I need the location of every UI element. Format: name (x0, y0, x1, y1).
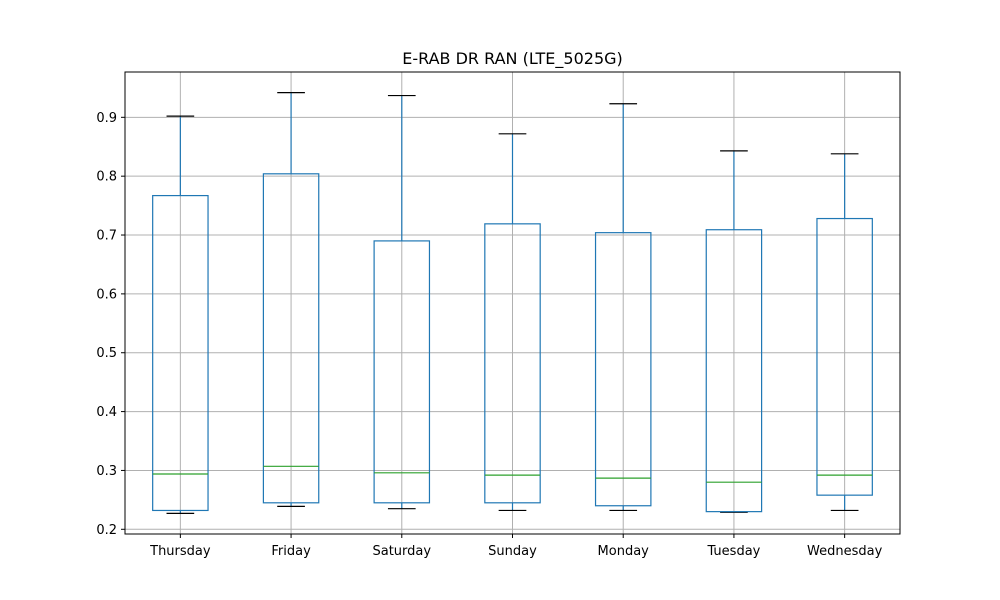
iqr-box (152, 194, 209, 512)
box-tuesday (705, 150, 763, 513)
x-tick-label: Sunday (488, 544, 537, 559)
y-tick-label: 0.7 (96, 229, 117, 244)
iqr-box (373, 240, 431, 504)
iqr-box (262, 173, 320, 504)
x-tick-label: Wednesday (807, 544, 883, 559)
iqr-box (705, 229, 763, 513)
x-tick-label: Saturday (372, 544, 431, 559)
iqr-box (484, 223, 541, 504)
iqr-box (816, 217, 873, 496)
y-tick-label: 0.8 (96, 170, 117, 185)
y-tick-label: 0.3 (96, 464, 117, 479)
box-saturday (373, 94, 431, 510)
y-tick-label: 0.2 (96, 523, 117, 538)
ticks: 0.2 0.3 0.4 0.5 0.6 0.7 0.8 0.9 Thursday Friday Sa… (96, 111, 882, 559)
x-tick-label: Thursday (149, 544, 211, 559)
box-wednesday (816, 153, 873, 512)
x-tick-label: Tuesday (706, 544, 760, 559)
box-thursday (152, 115, 209, 515)
y-tick-label: 0.5 (96, 346, 117, 361)
box-monday (594, 103, 652, 512)
x-tick-label: Monday (598, 544, 650, 559)
x-tick-label: Friday (271, 544, 311, 559)
y-tick-label: 0.4 (96, 405, 117, 420)
iqr-box (594, 232, 652, 507)
boxes (152, 91, 873, 515)
y-tick-label: 0.9 (96, 111, 117, 126)
box-sunday (484, 133, 541, 512)
y-tick-label: 0.6 (96, 287, 117, 302)
box-friday (262, 91, 320, 507)
chart-title: E-RAB DR RAN (LTE_5025G) (402, 49, 623, 69)
